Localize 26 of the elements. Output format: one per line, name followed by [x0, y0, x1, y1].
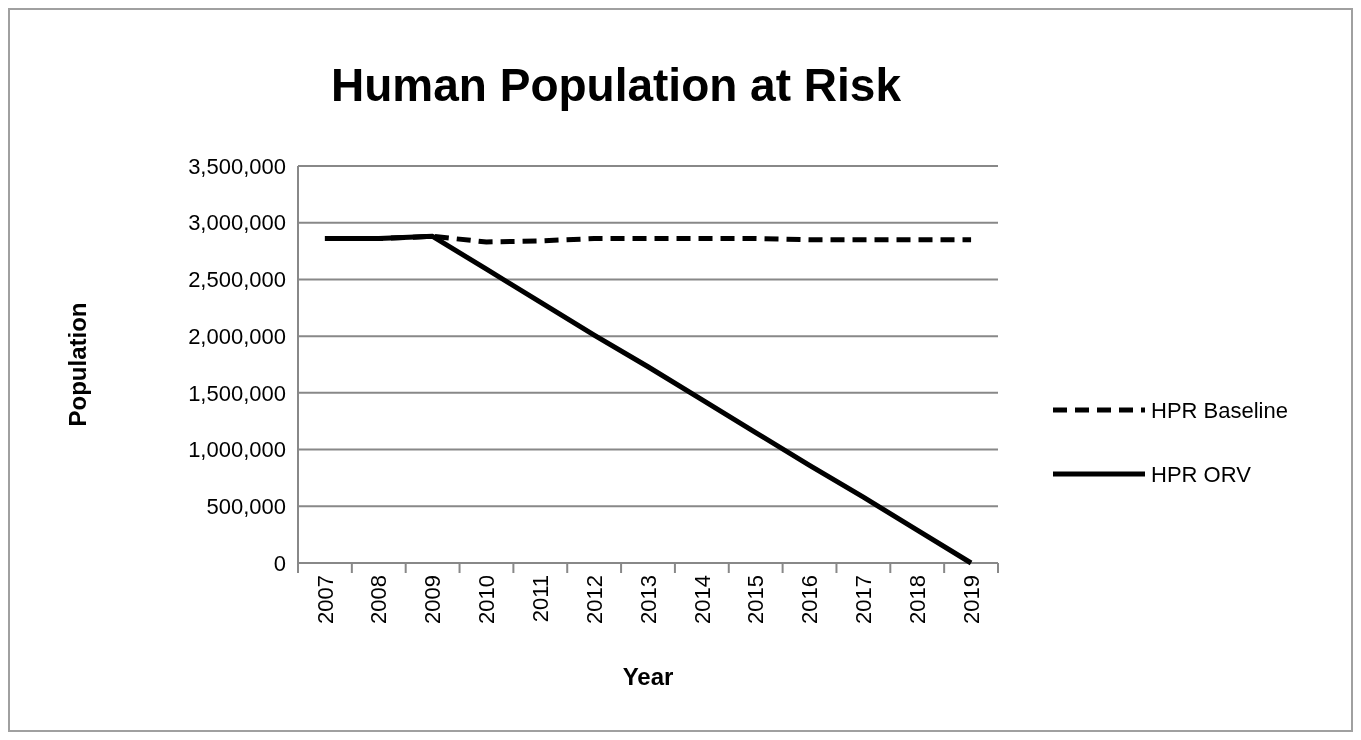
y-tick-label: 3,500,000 [188, 153, 286, 179]
y-tick-label: 500,000 [206, 493, 286, 519]
x-tick-label: 2007 [312, 575, 338, 624]
y-tick-label: 0 [273, 550, 286, 576]
x-tick-label: 2014 [689, 575, 715, 624]
x-tick-label: 2008 [366, 575, 392, 624]
x-tick-label: 2017 [851, 575, 877, 624]
x-tick-label: 2011 [528, 575, 554, 623]
y-tick-label: 1,000,000 [188, 437, 286, 463]
y-tick-label: 2,000,000 [188, 323, 286, 349]
legend-label: HPR ORV [1151, 461, 1252, 487]
x-tick-label: 2009 [420, 575, 446, 624]
legend-label: HPR Baseline [1151, 397, 1288, 423]
x-tick-label: 2016 [797, 575, 823, 624]
x-axis-title: Year [622, 663, 674, 690]
x-tick-label: 2010 [474, 575, 500, 624]
chart-title: Human Population at Risk [331, 59, 902, 111]
x-tick-label: 2015 [743, 575, 769, 624]
y-tick-label: 2,500,000 [188, 267, 286, 293]
x-tick-label: 2012 [581, 575, 607, 624]
x-tick-label: 2019 [958, 575, 984, 624]
y-axis-title: Population [64, 302, 91, 427]
x-tick-label: 2018 [904, 575, 930, 624]
y-tick-label: 3,000,000 [188, 210, 286, 236]
x-tick-label: 2013 [635, 575, 661, 624]
y-tick-label: 1,500,000 [188, 380, 286, 406]
